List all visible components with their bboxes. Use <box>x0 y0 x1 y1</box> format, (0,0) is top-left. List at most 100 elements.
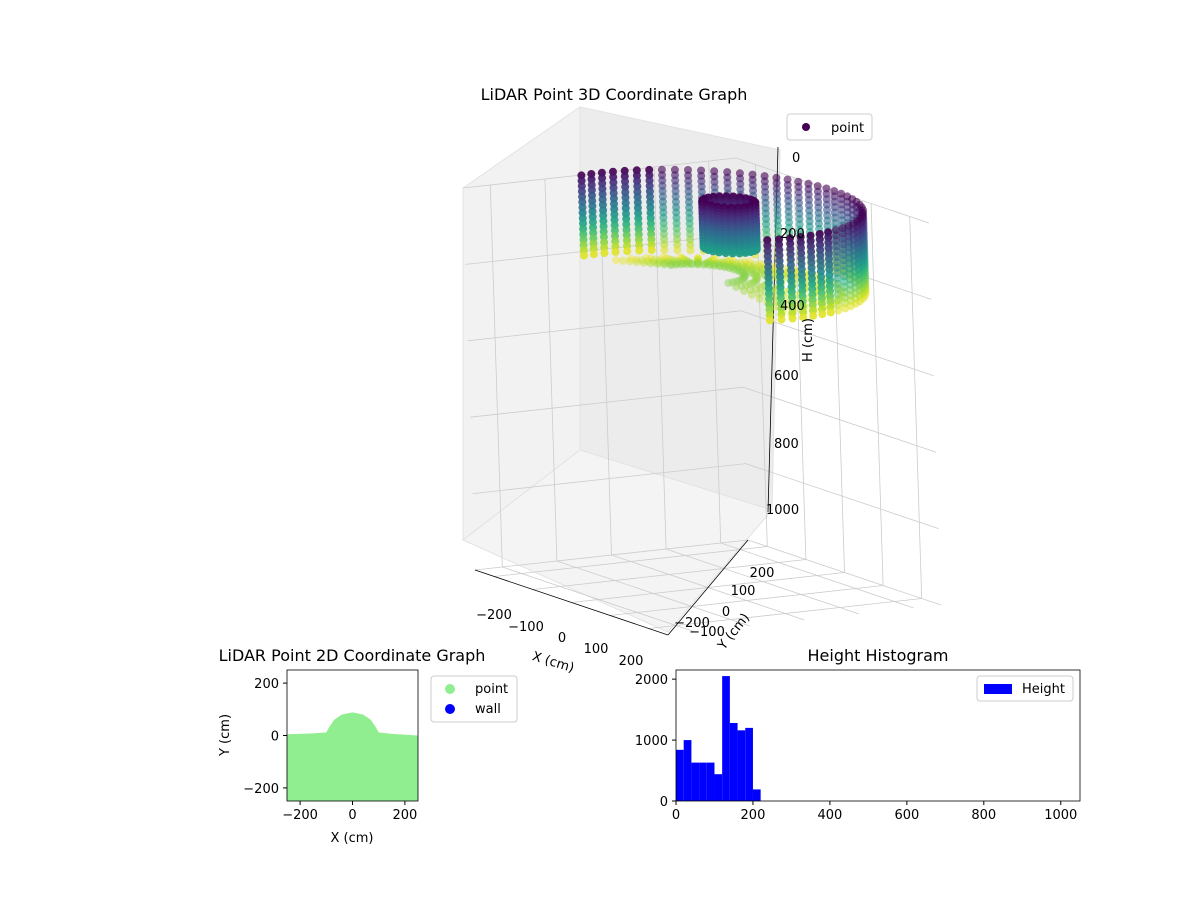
histogram-bar <box>706 762 715 801</box>
3d-ytick-label: −200 <box>674 616 710 631</box>
3d-point <box>725 256 734 265</box>
3d-point <box>727 263 736 272</box>
3d-point <box>626 254 635 263</box>
3d-point <box>742 281 750 290</box>
3d-point <box>752 272 761 281</box>
3d-ztick-label: 200 <box>780 227 805 242</box>
3d-point <box>638 256 647 265</box>
2d-xtick-label: −200 <box>282 808 318 823</box>
3d-point <box>720 263 729 272</box>
3d-point <box>728 259 736 268</box>
histogram-legend-frame <box>976 675 1074 702</box>
3d-point <box>665 255 674 264</box>
histogram-legend: Height <box>976 675 1074 702</box>
3d-point <box>732 277 741 286</box>
3d-point <box>693 258 702 267</box>
3d-point <box>699 260 708 269</box>
3d-point <box>693 260 702 269</box>
3d-point <box>642 253 651 262</box>
3d-point <box>632 255 641 264</box>
3d-point <box>625 257 634 266</box>
3d-point <box>733 264 742 273</box>
histogram-bar <box>737 730 746 801</box>
3d-point <box>741 248 750 257</box>
3d-point <box>732 266 741 275</box>
3d-point <box>740 286 749 295</box>
3d-point <box>693 254 702 263</box>
3d-point <box>655 256 664 265</box>
3d-point <box>659 257 668 266</box>
3d-point <box>710 261 719 270</box>
3d-point <box>693 259 702 268</box>
histogram-bar <box>691 762 700 801</box>
3d-gridline <box>793 177 807 560</box>
2d-ticks: −200 0 200 −200 0 200 <box>243 677 417 823</box>
3d-point <box>740 271 749 279</box>
3d-point <box>744 260 753 269</box>
3d-gridline <box>745 463 939 529</box>
3d-gridline <box>720 542 914 609</box>
3d-point <box>752 267 761 276</box>
3d-point <box>722 257 731 266</box>
3d-point <box>751 271 760 280</box>
3d-point <box>685 258 694 267</box>
3d-gridline <box>747 539 942 606</box>
height-histogram-axes: Height Histogram 0 200 400 600 800 1000 0 1000 2… <box>635 646 1081 823</box>
3d-point <box>834 306 843 315</box>
3d-point <box>643 257 652 265</box>
3d-point <box>589 250 598 259</box>
3d-point <box>747 265 756 274</box>
2d-xtick-label: 200 <box>392 808 417 823</box>
3d-point <box>679 259 688 268</box>
3d-point <box>679 255 688 264</box>
3d-point <box>751 277 760 286</box>
3d-point-cloud <box>577 165 870 325</box>
3d-point <box>721 262 730 271</box>
3d-point <box>747 290 756 299</box>
3d-point <box>727 261 736 270</box>
3d-point <box>711 254 720 263</box>
3d-ytick-label: 100 <box>731 584 756 599</box>
histogram-bar <box>752 789 761 801</box>
3d-point <box>673 257 682 266</box>
3d-point <box>714 259 722 268</box>
3d-point <box>745 279 754 288</box>
3d-z-axis-label: H (cm) <box>801 318 816 362</box>
3d-point <box>647 246 656 255</box>
3d-point <box>632 258 641 267</box>
3d-ztick-label: 1000 <box>766 503 799 518</box>
histogram-legend-swatch <box>984 684 1012 694</box>
3d-point <box>647 254 655 263</box>
3d-point <box>818 310 827 319</box>
3d-point <box>693 253 702 262</box>
lidar-3d-title: LiDAR Point 3D Coordinate Graph <box>481 85 748 104</box>
3d-point <box>740 273 749 282</box>
3d-point <box>705 257 714 266</box>
histogram-xtick-label: 200 <box>741 808 766 823</box>
3d-point <box>735 249 744 258</box>
3d-point <box>660 259 669 268</box>
3d-point <box>739 269 748 278</box>
3d-gridline <box>909 216 923 599</box>
3d-pane-back <box>579 106 781 511</box>
histogram-bar <box>683 740 692 801</box>
3d-point <box>693 257 702 266</box>
3d-point <box>777 315 786 324</box>
2d-legend-point-label: point <box>475 682 508 697</box>
3d-x-axis-line <box>474 569 669 636</box>
3d-point <box>826 308 835 317</box>
3d-point <box>719 260 728 269</box>
3d-point <box>757 264 766 273</box>
3d-point <box>756 283 765 292</box>
3d-point <box>666 260 675 268</box>
3d-xtick-label: 200 <box>619 654 644 669</box>
3d-xtick-label: −200 <box>476 608 512 623</box>
histogram-xtick-label: 0 <box>672 808 680 823</box>
histogram-bar <box>714 774 723 801</box>
3d-point <box>682 260 691 269</box>
3d-point <box>841 304 850 313</box>
3d-point <box>742 266 751 275</box>
3d-point <box>671 256 679 265</box>
3d-point <box>723 260 732 269</box>
